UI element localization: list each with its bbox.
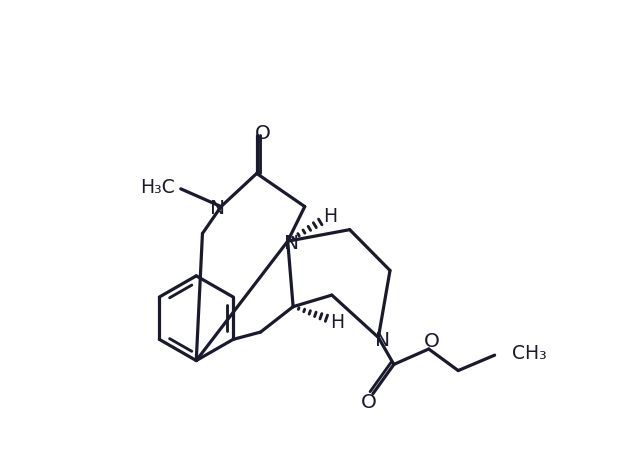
Text: H₃C: H₃C <box>140 178 175 197</box>
Text: O: O <box>255 124 271 143</box>
Text: O: O <box>424 332 440 351</box>
Text: N: N <box>374 331 390 350</box>
Text: CH₃: CH₃ <box>511 344 547 363</box>
Text: O: O <box>361 393 377 412</box>
Text: N: N <box>210 199 225 219</box>
Text: H: H <box>330 313 344 331</box>
Text: N: N <box>284 234 299 253</box>
Text: H: H <box>323 207 337 226</box>
